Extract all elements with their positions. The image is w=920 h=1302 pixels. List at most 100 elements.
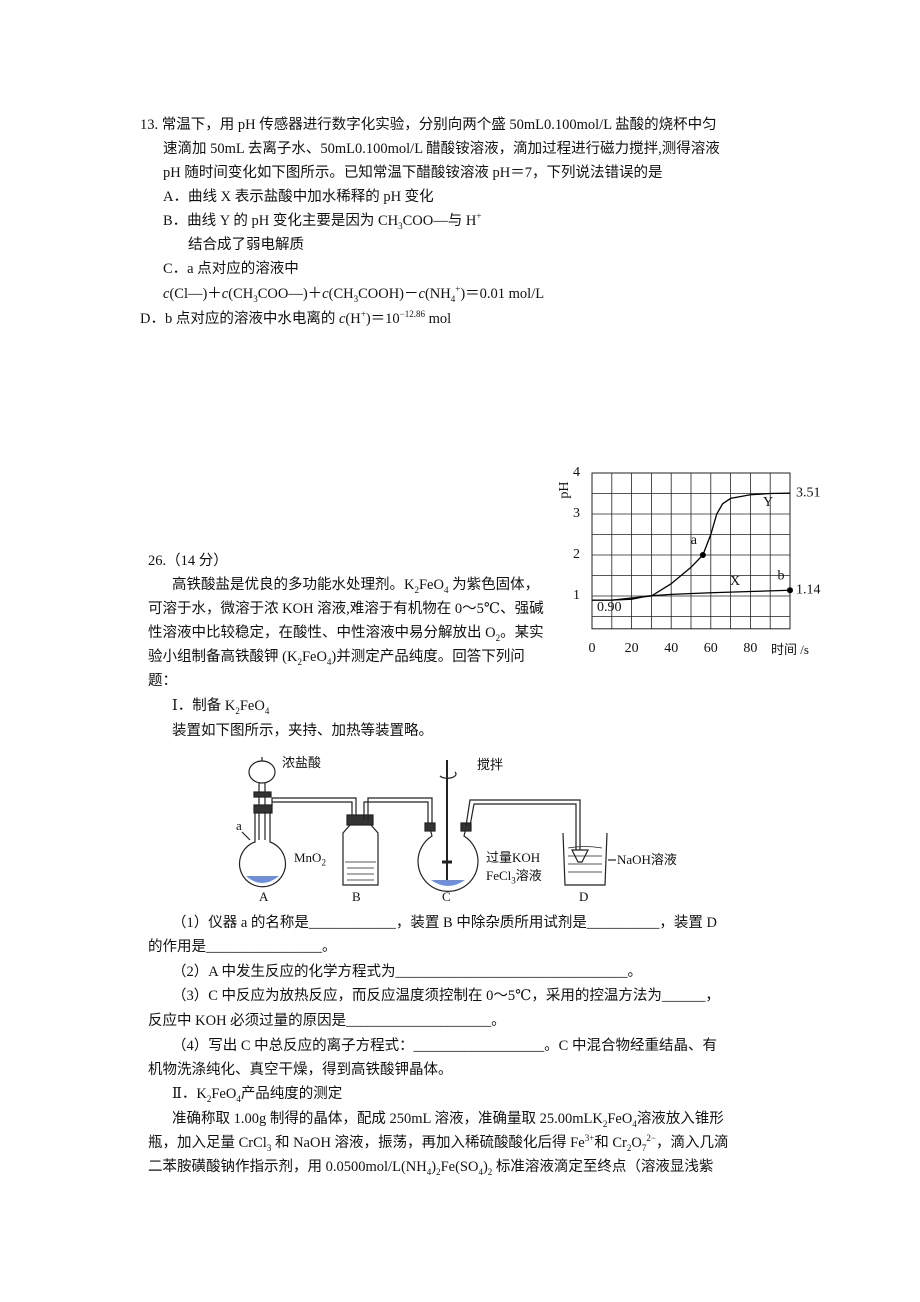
text-run: C	[442, 889, 451, 904]
text-run: 26.（14 分）	[148, 553, 228, 569]
text-run: (CH	[228, 286, 254, 302]
text-run: Ⅰ．制备 K	[172, 698, 236, 714]
text-run: A．曲线 X 表示盐酸中加水稀释的 pH 变化	[163, 189, 434, 205]
point-marker	[787, 587, 793, 594]
text-run: FeO	[211, 1086, 237, 1102]
text-line: C．a 点对应的溶液中	[163, 259, 299, 279]
text-run: COOH)－	[358, 286, 419, 302]
text-run: COO—与 H	[402, 213, 477, 229]
text-line: B．曲线 Y 的 pH 变化主要是因为 CH3COO—与 H+	[163, 211, 481, 231]
text-line: 瓶，加入足量 CrCl3 和 NaOH 溶液，振荡，再加入稀硫酸酸化后得 Fe3…	[148, 1133, 728, 1153]
subscript: 3	[266, 1142, 272, 1153]
italic-symbol: c	[418, 286, 425, 302]
text-run: D	[579, 889, 589, 904]
text-run: 机物洗涤纯化、真空干燥，得到高铁酸钾晶体。	[148, 1062, 453, 1078]
text-line: 高铁酸盐是优良的多功能水处理剂。K2FeO4 为紫色固体，	[172, 575, 539, 595]
text-run: (Cl—)＋	[169, 286, 222, 302]
text-line: 速滴加 50mL 去离子水、50mL0.100mol/L 醋酸铵溶液，滴加过程进…	[163, 139, 720, 159]
series-name: Y	[763, 495, 773, 510]
text-run: 题：	[148, 673, 177, 689]
text-line: c(Cl—)＋c(CH3COO—)＋c(CH3COOH)－c(NH4+)＝0.0…	[163, 284, 544, 304]
italic-symbol: c	[163, 286, 170, 302]
subscript: 2	[321, 857, 326, 868]
text-run: 反应中 KOH 必须过量的原因是____________________。	[148, 1013, 506, 1029]
text-run: 验小组制备高铁酸钾 (K	[148, 649, 298, 665]
stir-arrow	[439, 771, 457, 779]
text-run: （3）C 中反应为放热反应，而反应温度须控制在 0～5℃，采用的控温方法为___…	[172, 988, 720, 1004]
text-run: 。某实	[500, 625, 544, 641]
subscript: 2	[414, 584, 419, 595]
italic-symbol: c	[221, 286, 229, 302]
text-run: (CH	[328, 286, 354, 302]
superscript: 2−	[646, 1133, 656, 1144]
subscript: 3	[253, 293, 258, 304]
apparatus	[238, 757, 616, 892]
start-label: 0.90	[597, 600, 622, 615]
text-run: 为紫色固体，	[448, 577, 540, 593]
text-run: 的作用是________________。	[148, 939, 337, 955]
text-run: A	[259, 889, 269, 904]
text-run: C．a 点对应的溶液中	[163, 261, 299, 277]
text-line: 的作用是________________。	[148, 937, 337, 957]
text-run: 产品纯度的测定	[240, 1086, 343, 1102]
apparatus-label: MnO2	[294, 850, 326, 868]
text-run: 高铁酸盐是优良的多功能水处理剂。K	[172, 577, 415, 593]
text-line: （3）C 中反应为放热反应，而反应温度须控制在 0～5℃，采用的控温方法为___…	[172, 986, 720, 1006]
subscript: 4	[236, 1093, 241, 1104]
text-run: Fe(SO	[440, 1159, 479, 1175]
y-tick-label: 1	[573, 588, 580, 603]
superscript: +	[360, 309, 366, 320]
y-tick-label: 2	[573, 547, 580, 562]
stopcock	[253, 791, 272, 798]
text-run: (NH	[424, 286, 451, 302]
superscript: 3+	[584, 1133, 595, 1144]
text-run: D．b 点对应的溶液中水电离的	[140, 311, 339, 327]
subscript: 3	[398, 220, 403, 231]
subscript: 4	[264, 705, 270, 716]
text-run: 过量KOH	[486, 850, 541, 865]
text-line: 性溶液中比较稳定，在酸性、中性溶液中易分解放出 O2。某实	[148, 623, 544, 643]
text-run: FeO	[607, 1111, 633, 1127]
stopper	[253, 804, 273, 814]
subscript: 4	[426, 1166, 432, 1177]
tube	[271, 797, 357, 820]
apparatus-label: 浓盐酸	[282, 755, 321, 771]
text-line: 准确称取 1.00g 制得的晶体，配成 250mL 溶液，准确量取 25.00m…	[172, 1109, 724, 1129]
text-line: 26.（14 分）	[148, 551, 228, 571]
text-run: FeO	[239, 698, 265, 714]
text-run: ，滴入几滴	[655, 1135, 729, 1151]
flask-a	[238, 813, 287, 888]
text-run: （2）A 中发生反应的化学方程式为_______________________…	[172, 964, 643, 980]
text-run: )并测定产品纯度。回答下列问	[331, 649, 525, 665]
text-run: 二苯胺磺酸钠作指示剂，用 0.0500mol/L(NH	[148, 1159, 427, 1175]
apparatus-label: B	[352, 889, 361, 905]
point-marker	[699, 552, 706, 558]
x-axis-label: 时间 /s	[771, 642, 809, 657]
text-line: （1）仪器 a 的名称是____________，装置 B 中除杂质所用试剂是_…	[172, 913, 717, 933]
text-run: O	[631, 1135, 642, 1151]
beaker-d	[562, 832, 608, 886]
italic-symbol: c	[338, 311, 346, 327]
plot-frame	[591, 472, 791, 630]
flask-c	[417, 827, 479, 892]
subscript: 2	[495, 632, 501, 643]
text-run: 装置如下图所示，夹持、加热等装置略。	[172, 723, 433, 739]
subscript: 4	[478, 1166, 483, 1177]
subscript: 4	[632, 1118, 637, 1129]
text-run: 可溶于水，微溶于浓 KOH 溶液,难溶于有机物在 0～5℃、强碱	[148, 601, 544, 617]
series-line	[592, 492, 791, 601]
superscript: +	[476, 211, 482, 222]
text-line: （2）A 中发生反应的化学方程式为_______________________…	[172, 962, 642, 982]
text-line: 反应中 KOH 必须过量的原因是____________________。	[148, 1011, 506, 1031]
subscript: 2	[436, 1166, 441, 1177]
text-run: 溶液放入锥形	[636, 1111, 724, 1127]
text-line: （4）写出 C 中总反应的离子方程式：__________________。C …	[172, 1036, 717, 1056]
text-line: Ⅱ．K2FeO4产品纯度的测定	[172, 1084, 342, 1104]
end-value-label: 1.14	[796, 582, 821, 597]
point-label: a	[691, 533, 698, 548]
pointer-a	[241, 831, 251, 841]
apparatus-label: A	[259, 889, 268, 905]
text-line: 题：	[148, 671, 177, 691]
